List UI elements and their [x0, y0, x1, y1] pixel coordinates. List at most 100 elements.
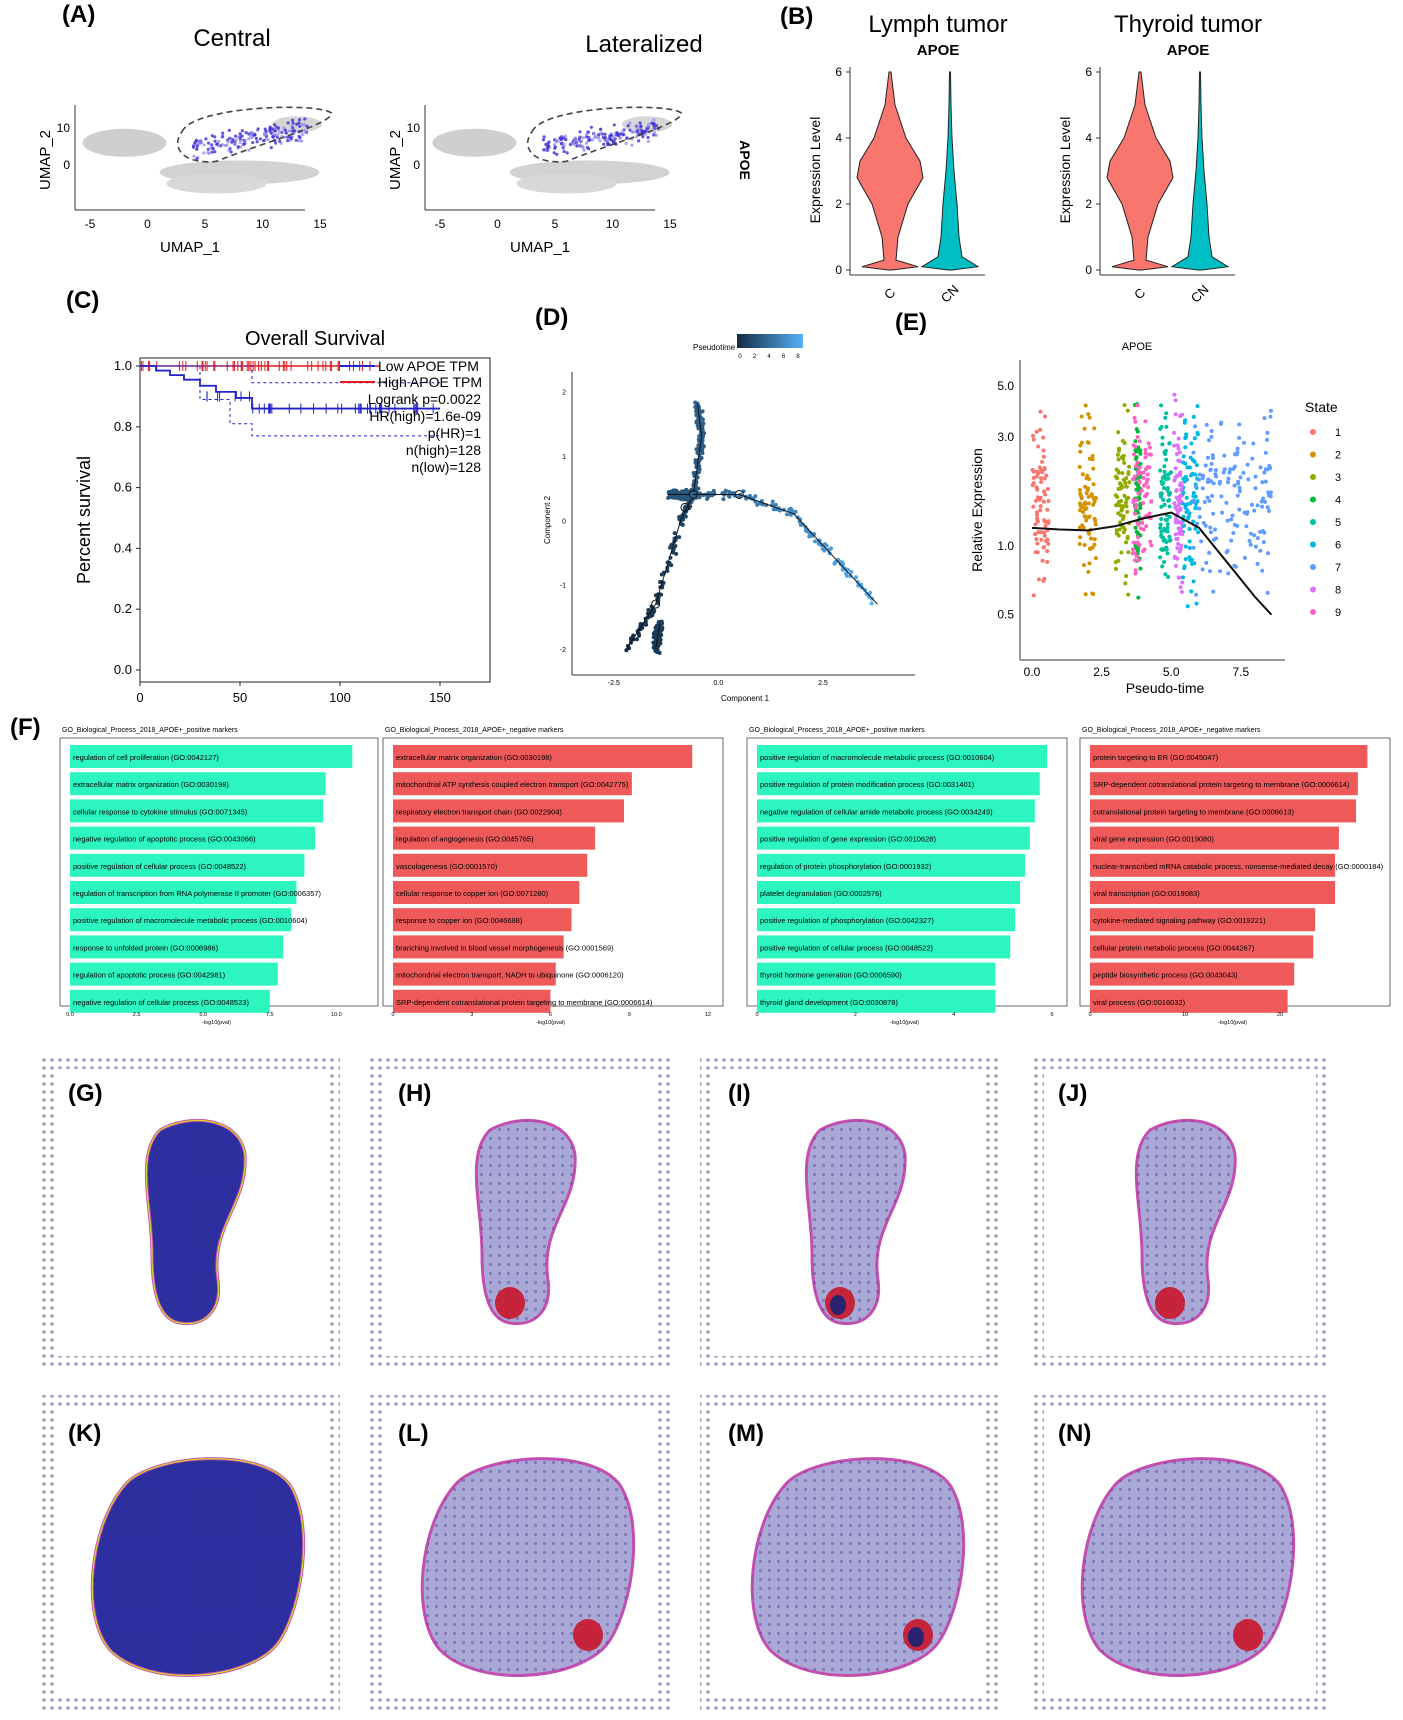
pseudo-cell-point [1039, 530, 1044, 535]
pseudo-cell-point [1164, 547, 1169, 552]
pseudo-cell-point [1267, 509, 1272, 514]
pseudo-cell-point [1136, 479, 1141, 484]
tissue-panel-label: (I) [728, 1080, 751, 1107]
umap-point [207, 151, 211, 156]
umap-point [273, 127, 278, 131]
pseudo-cell-point [1193, 484, 1198, 489]
pseudotime-tick: 8 [796, 354, 800, 360]
umap-point [276, 126, 281, 130]
pseudo-cell-point [1200, 486, 1205, 491]
pseudo-cell-point [1134, 455, 1139, 460]
trajectory-cell [816, 541, 821, 546]
pseudo-cell-point [1189, 557, 1194, 562]
umap-point [553, 145, 557, 149]
umap-point [271, 135, 275, 139]
pseudo-cell-point [1115, 452, 1120, 457]
pseudo-cell-point [1178, 507, 1183, 512]
pseudo-cell-point [1173, 517, 1178, 522]
pseudo-cell-point [1038, 427, 1043, 432]
violin-lymph-subtitle: APOE [917, 42, 960, 59]
pseudo-cell-point [1222, 453, 1227, 458]
pseudo-cell-point [1038, 504, 1043, 509]
pseudo-cell-point [1114, 467, 1119, 472]
pseudo-cell-point [1180, 580, 1185, 585]
umap-point [256, 127, 260, 131]
umap-point [603, 132, 607, 136]
umap-ylabel: UMAP_2 [37, 130, 54, 190]
trajectory-x-tick: 2.5 [818, 680, 828, 687]
tissue-spot-overlay [422, 1458, 634, 1676]
umap-point [646, 124, 650, 128]
go-bar-label: mitochondrial electron transport, NADH t… [396, 971, 624, 980]
tissue-spot-overlay [1136, 1120, 1236, 1324]
umap-point [275, 135, 279, 139]
pseudo-cell-point [1262, 416, 1267, 421]
pseudo-cell-point [1034, 474, 1039, 479]
pseudo-cell-point [1083, 506, 1088, 511]
go-bar [70, 853, 305, 877]
pseudo-cell-point [1195, 430, 1200, 435]
pseudo-cell-point [1135, 429, 1140, 434]
pseudo-cell-point [1116, 533, 1121, 538]
violin-y-tick: 2 [1085, 197, 1092, 211]
pseudo-cell-point [1134, 554, 1139, 559]
pseudo-y-tick: 3.0 [997, 430, 1014, 444]
umap-point [631, 130, 635, 134]
overlap-spot-region [908, 1627, 924, 1647]
umap-x-tick: 5 [202, 217, 209, 231]
umap-point [269, 145, 273, 150]
pseudo-cell-point [1191, 579, 1196, 584]
umap-point [630, 143, 634, 147]
umap-point [198, 140, 202, 145]
umap-xlabel: UMAP_1 [510, 239, 570, 256]
umap-point [208, 146, 213, 150]
violin-x-tick: CN [1188, 282, 1212, 306]
panel-label-d: (D) [535, 304, 568, 331]
umap-point [605, 138, 610, 142]
umap-point [195, 147, 199, 151]
survival-y-tick: 0.0 [114, 662, 132, 677]
pseudo-cell-point [1121, 477, 1126, 482]
pseudo-cell-point [1082, 563, 1087, 568]
umap-point [210, 143, 214, 147]
pseudo-cell-point [1089, 536, 1094, 541]
pseudo-cell-point [1132, 452, 1137, 457]
trajectory-cell [672, 531, 677, 536]
pseudo-cell-point [1084, 491, 1089, 496]
umap-point [565, 151, 569, 155]
tissue-panel: (L) [370, 1395, 670, 1710]
umap-lateralized-title: Lateralized [585, 31, 702, 58]
umap-point [240, 129, 244, 133]
pseudo-cell-point [1177, 575, 1182, 580]
spatial-tissue-panels: (G) (H) (I) (J) (K) (L) (M) (N) [40, 1055, 1330, 1710]
pseudo-cell-point [1039, 537, 1044, 542]
umap-y-tick: 10 [407, 121, 421, 135]
go-bar [757, 853, 1025, 877]
go-bar-label: response to copper ion (GO:0046688) [396, 916, 523, 925]
state-legend-label: 2 [1335, 450, 1341, 462]
pseudo-cell-point [1197, 472, 1202, 477]
umap-point [546, 144, 550, 148]
pseudotime-legend-title: Pseudotime [693, 343, 736, 352]
go-bar [757, 908, 1016, 932]
survival-stat: n(high)=128 [406, 442, 481, 458]
pseudo-cell-point [1225, 480, 1230, 485]
trajectory-y-tick: 0 [562, 518, 566, 525]
pseudo-cell-point [1260, 504, 1265, 509]
umap-point [644, 129, 648, 133]
umap-dashed-region [176, 106, 333, 163]
pseudo-cell-point [1184, 495, 1189, 500]
pseudo-cell-point [1086, 569, 1091, 574]
pseudo-cell-point [1191, 414, 1196, 419]
pseudo-cell-point [1116, 448, 1121, 453]
trajectory-cell [698, 456, 703, 461]
tissue-panel: (H) [370, 1055, 670, 1370]
go-bar [393, 989, 551, 1013]
pseudo-cell-point [1091, 591, 1096, 596]
pseudo-cell-point [1214, 474, 1219, 479]
pseudo-cell-point [1083, 403, 1088, 408]
go-bar [1090, 745, 1368, 768]
state-legend-swatch [1310, 474, 1316, 480]
pseudo-cell-point [1163, 572, 1168, 577]
pseudo-cell-point [1166, 575, 1171, 580]
